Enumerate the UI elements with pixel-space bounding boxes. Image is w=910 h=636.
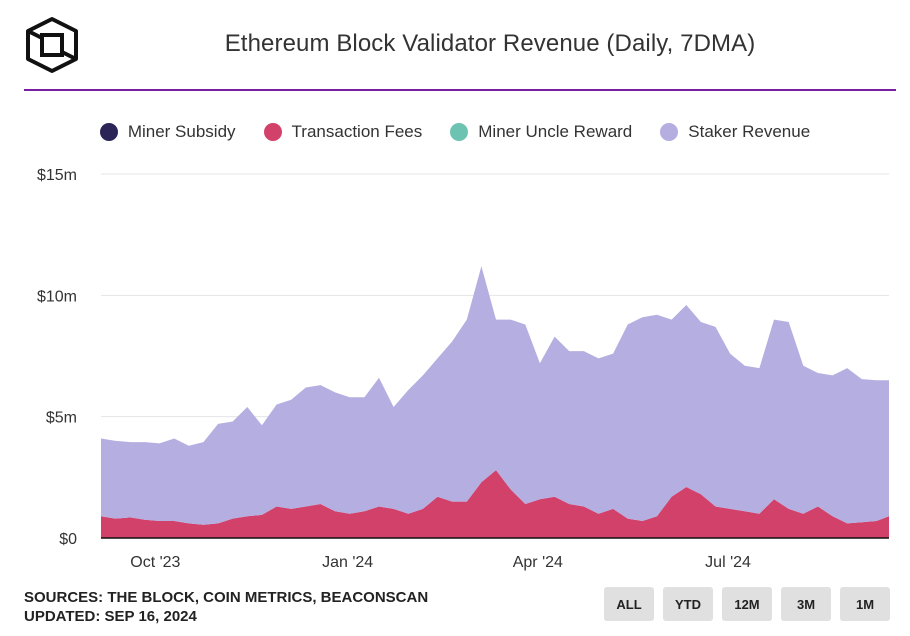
legend-label: Transaction Fees [291, 122, 423, 141]
legend-label: Miner Subsidy [127, 122, 236, 141]
x-tick-label: Apr '24 [513, 554, 563, 571]
title-divider [24, 89, 896, 91]
legend-item-staker-revenue[interactable]: Staker Revenue [660, 122, 810, 142]
range-buttons: ALL YTD 12M 3M 1M [604, 587, 890, 621]
legend-item-miner-uncle-reward[interactable]: Miner Uncle Reward [450, 122, 632, 142]
range-button-3m[interactable]: 3M [781, 587, 831, 621]
legend-label: Staker Revenue [688, 122, 811, 141]
legend: Miner Subsidy Transaction Fees Miner Unc… [0, 122, 910, 142]
chart-title: Ethereum Block Validator Revenue (Daily,… [224, 30, 756, 57]
legend-swatch [99, 123, 118, 141]
header: Ethereum Block Validator Revenue (Daily,… [0, 0, 910, 90]
legend-item-transaction-fees[interactable]: Transaction Fees [263, 122, 423, 142]
footer: SOURCES: THE BLOCK, COIN METRICS, BEACON… [24, 588, 428, 626]
x-tick-label: Jan '24 [322, 554, 373, 571]
legend-swatch [263, 123, 282, 141]
updated-text: UPDATED: SEP 16, 2024 [24, 608, 197, 625]
range-button-ytd[interactable]: YTD [663, 587, 713, 621]
range-button-1m[interactable]: 1M [840, 587, 890, 621]
range-button-all[interactable]: ALL [604, 587, 654, 621]
legend-swatch [660, 123, 679, 141]
the-block-logo-icon [26, 17, 78, 73]
y-tick-label: $0 [59, 531, 77, 548]
y-tick-label: $15m [37, 167, 77, 184]
y-tick-label: $10m [37, 288, 77, 305]
x-tick-label: Jul '24 [705, 554, 751, 571]
range-button-12m[interactable]: 12M [722, 587, 772, 621]
sources-text: SOURCES: THE BLOCK, COIN METRICS, BEACON… [24, 589, 429, 606]
revenue-area-chart: $15m $10m $5m $0 Oct '23 Jan '24 Apr '24 Jul '2… [37, 167, 889, 571]
area-staker-revenue [101, 266, 889, 525]
area-transaction-fees [101, 470, 889, 538]
legend-label: Miner Uncle Reward [478, 122, 633, 141]
y-tick-label: $5m [46, 410, 77, 427]
legend-swatch [450, 123, 469, 141]
legend-item-miner-subsidy[interactable]: Miner Subsidy [99, 122, 236, 142]
x-tick-label: Oct '23 [130, 554, 180, 571]
